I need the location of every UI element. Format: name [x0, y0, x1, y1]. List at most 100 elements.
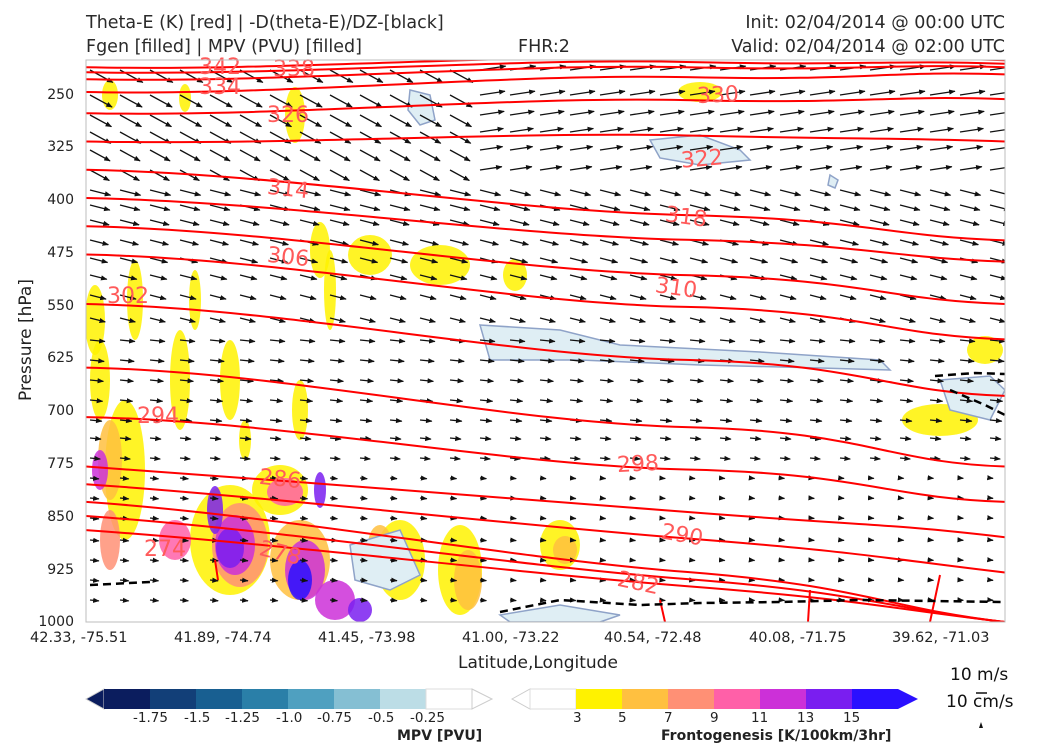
- wind-vector: [269, 455, 281, 462]
- wind-vector: [239, 597, 249, 603]
- wind-vector: [539, 475, 547, 481]
- wind-vector: [479, 515, 488, 521]
- wind-vector: [359, 435, 372, 442]
- wind-vector: [419, 239, 439, 246]
- wind-vector: [509, 89, 536, 96]
- wind-vector: [89, 94, 113, 108]
- wind-vector: [659, 317, 676, 323]
- wind-vector: [359, 398, 374, 404]
- wind-vector: [539, 338, 556, 344]
- wind-vector: [209, 204, 231, 212]
- wind-vector: [929, 418, 943, 424]
- wind-vector: [899, 455, 911, 462]
- wind-vector: [599, 219, 620, 226]
- wind-vector: [539, 495, 547, 501]
- wind-vector: [479, 577, 488, 583]
- wind-vector: [119, 114, 143, 128]
- wind-vector: [509, 189, 532, 197]
- wind-vector: [359, 317, 376, 323]
- wind-vector: [239, 358, 255, 364]
- wind-vector: [659, 219, 680, 226]
- wind-vector: [419, 204, 441, 212]
- wind-vector: [89, 204, 111, 212]
- wind-vector: [389, 358, 405, 364]
- wind-vector: [329, 358, 345, 364]
- title-left-line-1: Theta-E (K) [red] | -D(theta-E)/DZ-[blac…: [86, 13, 444, 33]
- wind-vector: [89, 149, 111, 162]
- wind-vector: [479, 109, 505, 116]
- wind-vector: [899, 109, 925, 116]
- wind-vector: [989, 112, 1005, 116]
- theta-e-contour: [86, 97, 1005, 115]
- wind-vector: [899, 378, 915, 384]
- wind-vector: [149, 219, 170, 226]
- wind-vector: [959, 219, 980, 226]
- wind-vector: [479, 597, 488, 603]
- wind-vector: [929, 378, 945, 384]
- wind-vector: [509, 398, 524, 404]
- wind-vector: [569, 435, 582, 442]
- wind-vector: [809, 165, 833, 171]
- wind-vector: [209, 189, 232, 197]
- wind-vector: [269, 475, 279, 481]
- wind-vector: [509, 418, 523, 424]
- wind-vector: [179, 475, 189, 481]
- wind-vector: [899, 398, 914, 404]
- wind-vector: [659, 109, 685, 116]
- title-left-line-2: Fgen [filled] | MPV (PVU) [filled]: [86, 37, 362, 57]
- wind-vector: [539, 358, 555, 364]
- x-tick-label: 42.33, -75.51: [30, 630, 128, 646]
- wind-vector: [569, 495, 577, 501]
- x-tick-label: 41.89, -74.74: [174, 630, 272, 646]
- wind-vector: [329, 204, 351, 212]
- wind-vector: [899, 204, 921, 212]
- wind-vector: [449, 398, 464, 404]
- wind-vector: [629, 219, 650, 226]
- wind-vector: [749, 398, 764, 404]
- wind-vector: [899, 144, 924, 151]
- fgen-colorbar-swatch: [668, 689, 714, 709]
- wind-vector: [119, 537, 130, 543]
- wind-vector: [959, 239, 979, 246]
- wind-vector: [299, 204, 321, 212]
- fgen-fill-region: [553, 536, 577, 564]
- wind-vector: [209, 378, 225, 384]
- fgen-fill-region: [348, 598, 372, 622]
- wind-vector: [959, 89, 986, 96]
- wind-vector: [929, 144, 954, 151]
- wind-vector: [659, 294, 677, 301]
- theta-e-contour-label: 274: [144, 537, 186, 562]
- wind-vector: [119, 398, 134, 404]
- y-axis-label: Pressure [hPa]: [15, 279, 36, 401]
- wind-vector: [359, 149, 381, 162]
- wind-vector: [959, 165, 983, 171]
- wind-vector: [179, 317, 196, 323]
- wind-vector: [809, 144, 834, 151]
- wind-vector: [539, 126, 565, 133]
- wind-vector: [479, 557, 488, 563]
- wind-vector: [989, 167, 1005, 171]
- wind-vector: [419, 515, 428, 521]
- wind-vector: [869, 165, 893, 171]
- wind-vector: [449, 239, 469, 246]
- wind-vector: [989, 435, 1002, 442]
- mpv-colorbar-extend-high: [471, 688, 494, 710]
- wind-vector: [959, 338, 976, 344]
- wind-vector: [989, 338, 1005, 344]
- wind-vector: [599, 126, 625, 133]
- mpv-negative-region: [938, 375, 1005, 421]
- wind-vector: [779, 274, 798, 281]
- wind-vector: [449, 189, 472, 197]
- wind-vector: [299, 338, 316, 344]
- wind-vector: [449, 378, 465, 384]
- wind-vector: [599, 455, 611, 462]
- wind-vector: [959, 294, 977, 301]
- wind-vector: [689, 294, 707, 301]
- fgen-fill-region: [100, 510, 120, 570]
- wind-vector: [149, 317, 166, 323]
- theta-e-contour: [86, 366, 1005, 468]
- y-tick-label: 550: [47, 298, 74, 314]
- wind-vector: [689, 126, 715, 133]
- wind-vector: [659, 495, 666, 501]
- wind-vector: [569, 144, 594, 151]
